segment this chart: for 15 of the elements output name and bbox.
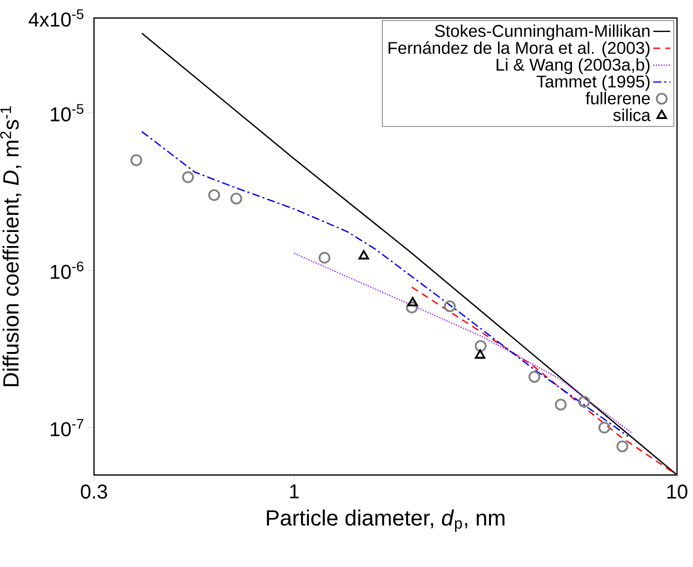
legend-label: Li & Wang (2003a,b) [496,58,650,74]
legend-label: Stokes-Cunningham-Millikan [434,24,650,40]
legend-label: Fernández de la Mora et al. (2003) [388,41,650,58]
legend-label: Tammet (1995) [536,75,650,91]
y-tick-label: 4x10$^{-5}$ [28,9,84,27]
y-axis-title: Diffusion coefficient, D, m$^{2}$s$^{-1}$ [0,106,22,386]
y-tick-label: 10$^{-7}$ [50,418,84,436]
legend-label: fullerene [586,92,650,104]
y-tick-label: 10$^{-6}$ [50,261,84,279]
x-axis-title: Particle diameter, d$_{p}$, nm [266,510,504,532]
x-tick-label: 0.3 [80,484,108,499]
x-tick-label: 1 [290,484,299,498]
legend-label: silica [613,108,651,122]
y-tick-label: 10$^{-5}$ [50,104,84,122]
x-tick-label: 10 [667,484,688,499]
